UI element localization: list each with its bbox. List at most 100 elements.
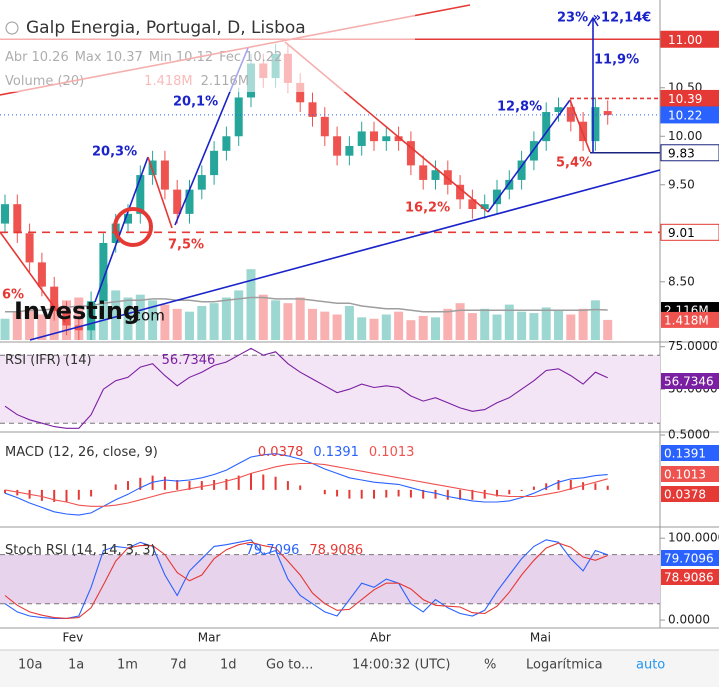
- indicator-title: MACD (12, 26, close, 9): [5, 445, 158, 460]
- candle-body: [394, 136, 403, 142]
- annotation: 7,5%: [168, 238, 204, 253]
- y-tick-label: 8.50: [668, 274, 695, 288]
- toolbar-button[interactable]: 1d: [220, 658, 237, 673]
- y-tick-label: 0.5000: [668, 428, 710, 442]
- candle-body: [99, 242, 108, 302]
- volume-bar: [381, 314, 391, 340]
- volume-bar: [504, 304, 514, 340]
- y-tick-label: 0.0000: [668, 613, 710, 627]
- price-level-label: 9.01: [668, 226, 695, 240]
- histogram-bar: [606, 485, 609, 490]
- volume-bar: [357, 317, 367, 340]
- swing-line: [147, 156, 173, 229]
- histogram-bar: [274, 476, 277, 490]
- volume-bar: [590, 300, 600, 340]
- toolbar-button[interactable]: 7d: [170, 658, 187, 673]
- histogram-bar: [53, 489, 56, 502]
- histogram-bar: [4, 489, 6, 494]
- candle-body: [480, 204, 489, 210]
- histogram-bar: [114, 484, 117, 490]
- candle-body: [87, 301, 96, 331]
- indicator-value-tag-box: [661, 466, 719, 482]
- candle-body: [529, 141, 538, 161]
- histogram-bar: [545, 483, 548, 490]
- volume-bar: [406, 320, 416, 340]
- candle-body: [333, 136, 342, 156]
- x-tick-label: Fev: [63, 631, 84, 645]
- annotation: 20,3%: [92, 145, 137, 160]
- volume-bar: [308, 308, 317, 340]
- chart-title: Galp Energia, Portugal, D, Lisboa: [26, 18, 306, 38]
- volume-bar: [332, 314, 342, 340]
- histogram-bar: [483, 489, 486, 499]
- toolbar-button[interactable]: 1a: [68, 658, 84, 673]
- histogram-bar: [422, 489, 425, 499]
- toolbar-button[interactable]: 1m: [117, 658, 138, 673]
- candle-body: [210, 150, 219, 176]
- y-tick-label: 100.0000: [668, 531, 719, 545]
- histogram-bar: [139, 477, 142, 490]
- toolbar-button[interactable]: Go to...: [266, 658, 313, 673]
- histogram-bar: [360, 489, 363, 499]
- volume-bar: [172, 308, 182, 340]
- candle-body: [419, 165, 428, 180]
- toolbar-button[interactable]: 10a: [18, 658, 43, 673]
- swing-line: [487, 99, 571, 213]
- x-tick-label: Abr: [370, 631, 391, 645]
- price-level-label: 10.39: [668, 92, 702, 106]
- volume-bar: [98, 283, 108, 340]
- histogram-bar: [250, 473, 252, 490]
- indicator-value-tag-box: [661, 569, 719, 585]
- swing-line: [0, 231, 66, 323]
- histogram-bar: [459, 489, 462, 500]
- toolbar-button[interactable]: auto: [636, 658, 665, 673]
- price-level-label: 11.00: [668, 33, 702, 47]
- candle-body: [554, 107, 563, 113]
- logo: Investing .com: [14, 297, 165, 325]
- y-tick-label: 10.00: [668, 129, 702, 143]
- candle-body: [13, 204, 22, 234]
- highlight-circle: [113, 207, 153, 247]
- candle-body: [160, 160, 169, 190]
- histogram-bar: [496, 489, 498, 497]
- indicator-line: [4, 347, 608, 429]
- candle-body: [296, 82, 305, 103]
- histogram-bar: [90, 489, 93, 497]
- indicator-line: [4, 541, 608, 619]
- toolbar-button[interactable]: 14:00:32 (UTC): [352, 658, 450, 673]
- volume-bar: [123, 297, 133, 340]
- annotation: 16,2%: [405, 201, 450, 216]
- toolbar-background: [0, 650, 719, 687]
- indicator-value-tag: 0.0378: [664, 488, 706, 502]
- volume-bar: [369, 318, 379, 340]
- x-tick-label: Mar: [198, 631, 221, 645]
- histogram-bar: [409, 489, 412, 498]
- volume-bar: [492, 314, 502, 340]
- indicator-title: RSI (IFR) (14): [5, 353, 92, 368]
- indicator-value-tag: 56.7346: [664, 375, 714, 389]
- indicator-legend: Stoch RSI (14, 14, 3, 3) 79.7096 78.9086: [5, 543, 363, 558]
- histogram-bar: [176, 480, 179, 490]
- indicator-value: 0.0378: [258, 445, 304, 460]
- volume-bar: [258, 294, 268, 340]
- volume-bar: [418, 315, 428, 340]
- volume-bar: [443, 308, 453, 340]
- histogram-bar: [188, 481, 191, 490]
- candle-body: [345, 145, 354, 156]
- toolbar-button[interactable]: Logarítmica: [526, 658, 603, 673]
- histogram-bar: [286, 481, 289, 490]
- indicator-value: 0.1391: [313, 445, 359, 460]
- volume-bar: [160, 304, 170, 340]
- candle-body: [148, 160, 157, 176]
- volume-last-label: 1.418M: [664, 313, 709, 327]
- annotation: 11,9%: [594, 53, 639, 68]
- candle-body: [431, 170, 440, 180]
- volume-bar: [320, 311, 330, 340]
- candle-body: [579, 121, 588, 142]
- toolbar-button[interactable]: %: [484, 658, 496, 673]
- indicator-value: 79.7096: [246, 543, 300, 558]
- collapse-icon: [5, 21, 19, 35]
- volume-bar: [566, 314, 576, 340]
- annotation: 23% »12,14€: [557, 11, 651, 26]
- candle-body: [25, 233, 34, 263]
